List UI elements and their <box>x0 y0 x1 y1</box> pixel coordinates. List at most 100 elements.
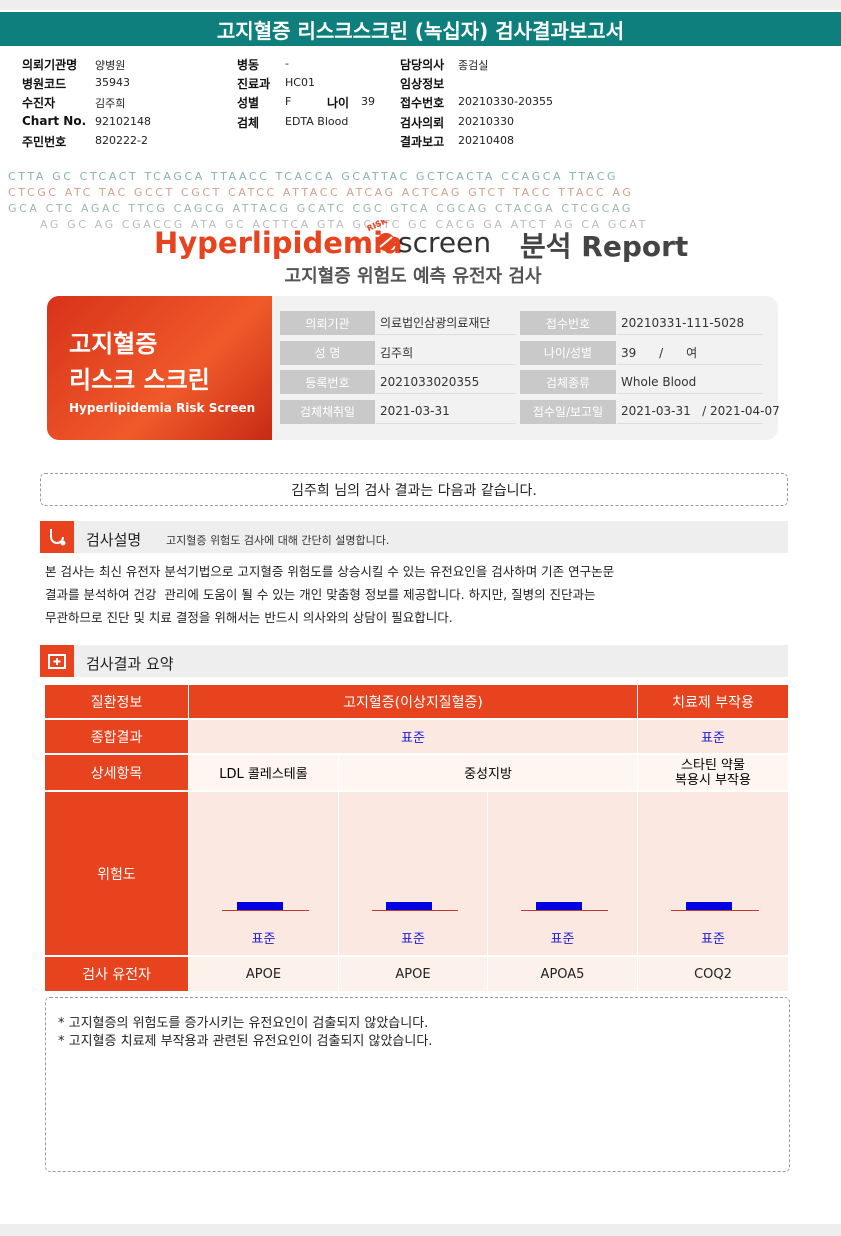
info-value: 김주희 <box>95 97 126 110</box>
bottom-strip <box>0 1224 841 1236</box>
risk-cell <box>638 792 788 955</box>
row-label: 질환정보 <box>45 685 188 718</box>
section-bar <box>40 645 788 677</box>
info-value: 종검실 <box>458 59 489 72</box>
row-label: 종합결과 <box>45 720 188 753</box>
card-label: 등록번호 <box>280 370 375 394</box>
info-label: Chart No. <box>22 114 87 128</box>
card-label: 나이/성별 <box>520 340 616 365</box>
paragraph-line: 본 검사는 최신 유전자 분석기법으로 고지혈증 위험도를 상승시킬 수 있는 … <box>45 564 615 579</box>
info-value: 39 <box>361 95 375 108</box>
card-label: 성 명 <box>280 340 375 365</box>
row-label: 위험도 <box>45 792 188 955</box>
info-label: 병원코드 <box>22 77 67 91</box>
section-icon <box>40 521 74 553</box>
card-value: 김주희 <box>376 341 516 365</box>
card-label: 검체종류 <box>520 370 616 394</box>
notes-box <box>45 997 790 1172</box>
info-value: EDTA Blood <box>285 115 349 128</box>
info-label: 검사의뢰 <box>400 116 445 130</box>
gene-cell: APOA5 <box>488 957 637 991</box>
banner-row: CTTA GC CTCACT TCAGCA TTAACC TCACCA GCAT… <box>8 170 618 183</box>
info-label: 결과보고 <box>400 135 445 149</box>
risk-baseline <box>222 910 309 911</box>
risk-indicator <box>236 902 283 910</box>
overall-cell: 표준 <box>189 720 637 753</box>
card-label: 검체채취일 <box>280 399 375 424</box>
risk-label: 표준 <box>251 931 276 947</box>
logo-product: screen <box>398 226 491 259</box>
gene-cell: APOE <box>339 957 487 991</box>
risk-indicator <box>535 902 582 910</box>
risk-cell <box>488 792 637 955</box>
card-value: 의료법인삼광의료재단 <box>376 311 516 335</box>
section-subtitle: 고지혈증 위험도 검사에 대해 간단히 설명합니다. <box>166 534 390 547</box>
info-label: 임상정보 <box>400 77 445 91</box>
section-title: 검사결과 요약 <box>86 655 174 673</box>
info-value: - <box>285 57 289 70</box>
info-label: 검체 <box>237 116 260 130</box>
paragraph-line: 결과를 분석하여 건강 관리에 도움이 될 수 있는 개인 맞춤형 정보를 제공… <box>45 587 596 602</box>
banner-row: GCA CTC AGAC TTCG CAGCG ATTACG GCATC CGC… <box>8 202 633 215</box>
risk-label: 표준 <box>550 931 575 947</box>
risk-baseline <box>521 910 608 911</box>
info-value: 820222-2 <box>95 134 148 147</box>
info-label: 병동 <box>237 58 260 72</box>
header-cell: 치료제 부작용 <box>638 685 788 718</box>
risk-label: 표준 <box>701 931 725 947</box>
info-value: 20210330-20355 <box>458 95 553 108</box>
card-label: 접수일/보고일 <box>520 399 616 424</box>
card-label: 접수번호 <box>520 311 616 335</box>
greeting: 김주희 님의 검사 결과는 다음과 같습니다. <box>40 473 788 506</box>
detail-cell: 중성지방 <box>339 755 637 790</box>
logo-brand: Hyperlipidemia <box>154 226 403 260</box>
section-title: 검사설명 <box>86 531 142 549</box>
info-label: 나이 <box>327 96 350 110</box>
info-value: HC01 <box>285 76 315 89</box>
card-value: 39 / 여 <box>617 341 763 365</box>
overall-cell: 표준 <box>638 720 788 753</box>
header-cell: 고지혈증(이상지질혈증) <box>189 685 637 718</box>
banner-row: CTCGC ATC TAC GCCT CGCT CATCC ATTACC ATC… <box>8 186 633 199</box>
risk-cell <box>339 792 487 955</box>
row-label: 검사 유전자 <box>45 957 188 991</box>
card-english: Hyperlipidemia Risk Screen <box>69 401 256 415</box>
info-label: 진료과 <box>237 77 271 91</box>
detail-cell: 스타틴 약물 복용시 부작용 <box>638 755 788 790</box>
info-label: 접수번호 <box>400 96 445 110</box>
info-label: 의뢰기관명 <box>22 58 78 72</box>
dna-banner: CTTA GC CTCACT TCAGCA TTAACC TCACCA GCAT… <box>8 170 645 231</box>
card-title: 리스크 스크린 <box>69 366 210 394</box>
card-label: 의뢰기관 <box>280 311 375 335</box>
note: * 고지혈증의 위험도를 증가시키는 유전요인이 검출되지 않았습니다. <box>58 1016 429 1031</box>
header-title: 고지혈증 리스크스크린 (녹십자) 검사결과보고서 <box>0 12 841 46</box>
info-value: F <box>285 95 292 108</box>
card-value: 2021033020355 <box>376 370 516 394</box>
info-value: 35943 <box>95 76 130 89</box>
info-label: 주민번호 <box>22 135 67 149</box>
card-value: 2021-03-31 / 2021-04-07 <box>617 400 780 424</box>
info-value: 양병원 <box>95 59 126 72</box>
gene-cell: COQ2 <box>638 957 788 991</box>
info-value: 92102148 <box>95 115 151 128</box>
detail-cell: LDL 콜레스테롤 <box>189 755 338 790</box>
card-banner: 고지혈증 리스크 스크린 Hyperlipidemia Risk Screen <box>47 296 272 440</box>
info-value: 20210408 <box>458 134 514 147</box>
note: * 고지혈증 치료제 부작용과 관련된 유전요인이 검출되지 않았습니다. <box>58 1034 433 1049</box>
paragraph-line: 무관하므로 진단 및 치료 결정을 위해서는 반드시 의사와의 상담이 필요합니… <box>45 610 453 625</box>
logo-subtitle: 고지혈증 위험도 예측 유전자 검사 <box>285 265 542 287</box>
info-value: 20210330 <box>458 115 514 128</box>
section-bar <box>40 521 788 553</box>
section-icon <box>40 645 74 677</box>
risk-baseline <box>671 910 759 911</box>
top-strip <box>0 0 841 10</box>
info-label: 수진자 <box>22 96 56 110</box>
card-value: Whole Blood <box>617 370 763 394</box>
card-value: 20210331-111-5028 <box>617 311 763 335</box>
risk-label: 표준 <box>401 931 425 947</box>
logo-report: 분석 Report <box>520 230 688 263</box>
info-label: 담당의사 <box>400 58 445 72</box>
risk-indicator <box>686 902 732 910</box>
risk-indicator <box>386 902 432 910</box>
info-label: 성별 <box>237 96 260 110</box>
